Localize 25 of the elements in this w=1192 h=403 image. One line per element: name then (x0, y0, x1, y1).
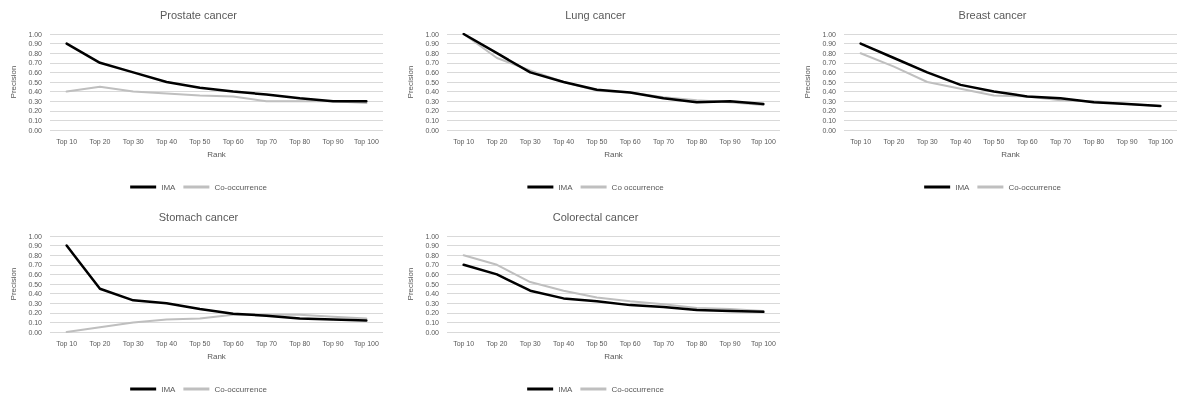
legend-label: IMA (161, 182, 177, 192)
y-axis-title: Precision (8, 65, 18, 99)
legend-label: Co-occurrence (611, 384, 665, 394)
legend-label: Co-occurrence (1008, 182, 1062, 192)
x-axis-title: Rank (604, 149, 624, 159)
y-axis-title: Precision (8, 267, 18, 301)
legend-label: IMA (558, 182, 574, 192)
legend-label: Co occurrence (611, 182, 665, 192)
legend-label: IMA (161, 384, 177, 394)
chart-title: Prostate cancer (159, 8, 238, 21)
legend-label: Co-occurrence (214, 384, 268, 394)
x-axis-title: Rank (207, 351, 227, 361)
x-axis-title: Rank (604, 351, 624, 361)
chart-title: Colorectal cancer (552, 210, 639, 223)
chart-title: Stomach cancer (158, 210, 239, 223)
y-axis-title: Precision (802, 65, 812, 99)
y-axis-title: Precision (405, 267, 415, 301)
chart-title: Breast cancer (958, 8, 1027, 21)
legend-label: IMA (955, 182, 971, 192)
legend-label: IMA (558, 384, 574, 394)
chart-title: Lung cancer (565, 8, 627, 21)
legend-label: Co-occurrence (214, 182, 268, 192)
y-axis-title: Precision (405, 65, 415, 99)
x-axis-title: Rank (1001, 149, 1021, 159)
x-axis-title: Rank (207, 149, 227, 159)
